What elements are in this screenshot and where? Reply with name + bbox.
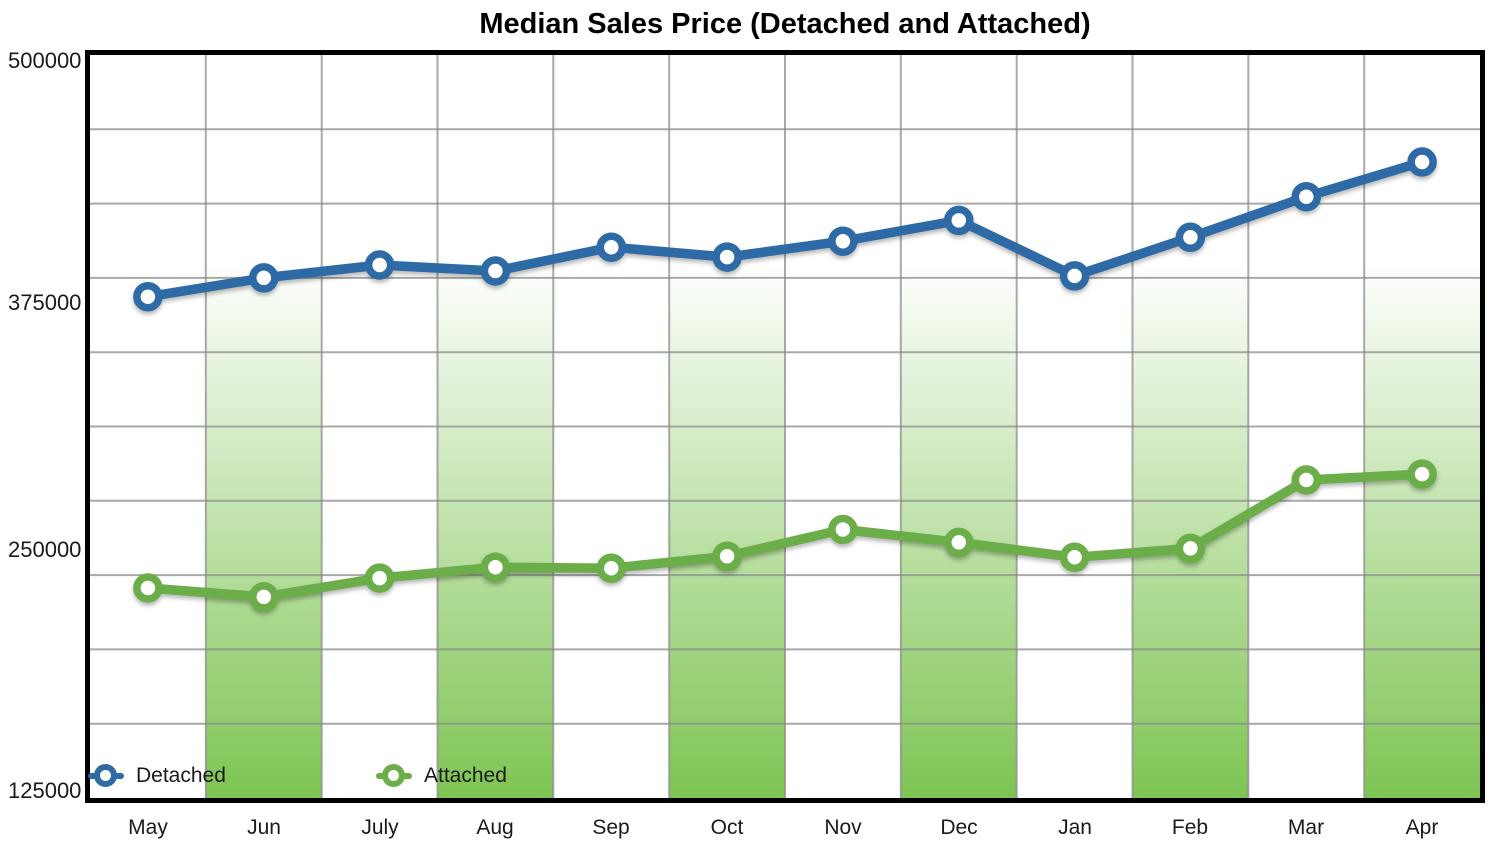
detached-point-dec[interactable] — [944, 205, 974, 236]
attached-point-oct[interactable] — [712, 541, 742, 572]
legend-item-attached[interactable]: Attached — [376, 762, 507, 790]
legend-label-detached: Detached — [136, 764, 226, 787]
x-tick-label-dec: Dec — [940, 816, 978, 839]
detached-line — [143, 157, 1427, 302]
detached-point-july[interactable] — [364, 250, 395, 280]
detached-point-jun[interactable] — [249, 263, 279, 293]
x-tick-label-oct: Oct — [710, 816, 744, 839]
plot-area: Detached Attached — [88, 55, 1480, 798]
attached-legend-marker-icon — [376, 762, 412, 790]
y-tick-label-125000: 125000 — [8, 778, 82, 803]
detached-point-sep[interactable] — [596, 232, 627, 262]
detached-point-feb[interactable] — [1175, 222, 1206, 253]
y-tick-label-500000: 500000 — [8, 48, 82, 73]
y-tick-label-375000: 375000 — [8, 290, 82, 315]
attached-point-nov[interactable] — [828, 514, 858, 545]
x-tick-label-feb: Feb — [1171, 816, 1209, 839]
attached-line — [143, 469, 1427, 602]
detached-point-nov[interactable] — [828, 226, 858, 256]
detached-series — [133, 147, 1437, 312]
detached-point-oct[interactable] — [712, 242, 742, 272]
detached-point-aug[interactable] — [480, 256, 511, 286]
attached-point-dec[interactable] — [944, 527, 974, 558]
detached-point-mar[interactable] — [1291, 181, 1322, 212]
attached-point-feb[interactable] — [1175, 533, 1206, 564]
chart-plot-svg — [90, 55, 1480, 798]
detached-point-jan[interactable] — [1059, 261, 1090, 291]
chart-title: Median Sales Price (Detached and Attache… — [479, 8, 1091, 40]
y-tick-label-250000: 250000 — [8, 537, 82, 562]
x-tick-label-aug: Aug — [476, 816, 514, 839]
detached-legend-marker-icon — [88, 762, 124, 790]
x-tick-label-mar: Mar — [1287, 816, 1325, 839]
x-tick-label-may: May — [128, 816, 168, 839]
x-tick-label-apr: Apr — [1405, 816, 1439, 839]
x-tick-label-jun: Jun — [247, 816, 281, 839]
x-tick-label-nov: Nov — [824, 816, 862, 839]
attached-point-july[interactable] — [364, 563, 395, 593]
legend-label-attached: Attached — [424, 764, 507, 787]
x-tick-label-sep: Sep — [592, 816, 630, 839]
attached-point-may[interactable] — [133, 573, 163, 603]
attached-point-jan[interactable] — [1059, 542, 1090, 573]
legend-item-detached[interactable]: Detached — [88, 762, 226, 790]
attached-point-jun[interactable] — [249, 582, 279, 612]
attached-series — [133, 459, 1437, 612]
attached-point-mar[interactable] — [1291, 465, 1322, 495]
gridlines — [90, 55, 1480, 798]
detached-point-may[interactable] — [133, 281, 163, 312]
attached-point-sep[interactable] — [596, 553, 627, 583]
x-tick-label-july: July — [361, 816, 399, 839]
attached-point-apr[interactable] — [1407, 459, 1437, 489]
x-tick-label-jan: Jan — [1058, 816, 1092, 839]
detached-point-apr[interactable] — [1407, 147, 1437, 177]
attached-point-aug[interactable] — [480, 552, 511, 582]
